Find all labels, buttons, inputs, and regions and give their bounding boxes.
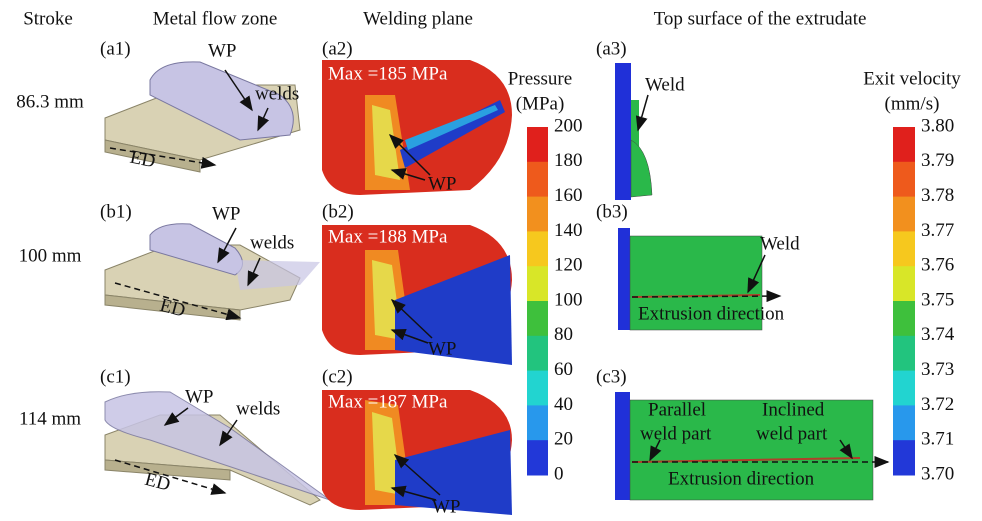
panel-label: (b1)	[100, 201, 132, 222]
annotation: WP	[208, 40, 237, 61]
colorbar-tick-label: 200	[554, 115, 583, 136]
annotation: Inclined	[762, 399, 825, 420]
colorbar-band	[527, 440, 548, 475]
panel-label: (b2)	[322, 201, 354, 222]
stroke-label: 114 mm	[19, 408, 81, 429]
colorbar-band	[527, 301, 548, 336]
annotation: Extrusion direction	[668, 468, 815, 489]
colorbar-band	[893, 405, 915, 440]
colorbar-band	[893, 231, 915, 266]
colorbar-tick-label: 100	[554, 289, 583, 310]
colorbar-title: (mm/s)	[885, 93, 940, 114]
colorbar-band	[527, 405, 548, 440]
colorbar-band	[527, 197, 548, 232]
colorbar-tick-label: 60	[554, 359, 573, 380]
annotation: Extrusion direction	[638, 303, 785, 324]
colorbar-band	[893, 371, 915, 406]
colorbar-band	[527, 266, 548, 301]
stroke-label: 100 mm	[19, 245, 82, 266]
colorbar-tick-label: 3.76	[921, 255, 954, 276]
figure: Stroke Metal flow zone Welding plane Top…	[0, 0, 982, 521]
colorbar-title: (MPa)	[516, 93, 565, 114]
colorbar-band	[893, 197, 915, 232]
max-label: Max =187 MPa	[328, 391, 448, 412]
colorbar-band	[893, 127, 915, 162]
colorbar-band	[893, 162, 915, 197]
annotation: WP	[428, 338, 457, 359]
panel-label: (a2)	[322, 38, 353, 59]
colorbar-tick-label: 20	[554, 429, 573, 450]
colorbar-band	[527, 127, 548, 162]
annotation: ED	[128, 147, 157, 173]
colorbar-tick-label: 3.75	[921, 289, 954, 310]
annotation: WP	[428, 173, 457, 194]
colorbar-band	[527, 336, 548, 371]
annotation: weld part	[640, 423, 712, 444]
colorbar-tick-label: 140	[554, 220, 583, 241]
annotation: weld part	[756, 423, 828, 444]
colorbar-title: Pressure	[508, 68, 572, 89]
colorbar-band	[893, 266, 915, 301]
colorbar-tick-label: 3.70	[921, 463, 954, 484]
annotation: welds	[250, 232, 294, 253]
annotation: Parallel	[648, 399, 706, 420]
annotation: Weld	[760, 233, 800, 254]
panel-label: (a3)	[596, 38, 627, 59]
colorbar-tick-label: 3.77	[921, 220, 954, 241]
colorbar-band	[893, 301, 915, 336]
colorbar-tick-label: 3.74	[921, 324, 955, 345]
colorbar-tick-label: 3.73	[921, 359, 954, 380]
annotation: WP	[432, 496, 461, 517]
colorbar-tick-label: 120	[554, 255, 583, 276]
panel-label: (a1)	[100, 38, 131, 59]
colorbar-tick-label: 3.79	[921, 150, 954, 171]
colorbar-tick-label: 40	[554, 394, 573, 415]
colorbar-title: Exit velocity	[863, 68, 961, 89]
annotation: WP	[212, 203, 241, 224]
colorbar-band	[893, 440, 915, 475]
panel-label: (c3)	[596, 366, 627, 387]
arrow	[632, 296, 780, 297]
flow-zone-shape	[105, 392, 330, 505]
stroke-label: 86.3 mm	[16, 91, 84, 112]
annotation: welds	[236, 398, 280, 419]
colorbar-tick-label: 3.72	[921, 394, 954, 415]
panel-label: (c2)	[322, 366, 353, 387]
colorbar-tick-label: 180	[554, 150, 583, 171]
colorbar-tick-label: 3.71	[921, 429, 954, 450]
arrow	[638, 95, 648, 130]
colorbar-tick-label: 3.78	[921, 185, 954, 206]
colorbar-tick-label: 160	[554, 185, 583, 206]
header: Welding plane	[363, 8, 473, 29]
panel-label: (b3)	[596, 201, 628, 222]
max-label: Max =185 MPa	[328, 63, 448, 84]
colorbar-band	[893, 336, 915, 371]
annotation: welds	[255, 83, 299, 104]
header: Top surface of the extrudate	[654, 8, 867, 29]
colorbar-tick-label: 3.80	[921, 115, 954, 136]
colorbar-tick-label: 80	[554, 324, 573, 345]
colorbar-band	[527, 371, 548, 406]
colorbar-band	[527, 231, 548, 266]
panel-label: (c1)	[100, 366, 131, 387]
colorbar-band	[527, 162, 548, 197]
colorbar-tick-label: 0	[554, 463, 564, 484]
annotation: WP	[185, 386, 214, 407]
header: Stroke	[23, 8, 73, 29]
header: Metal flow zone	[153, 8, 278, 29]
max-label: Max =188 MPa	[328, 226, 448, 247]
annotation: Weld	[645, 74, 685, 95]
